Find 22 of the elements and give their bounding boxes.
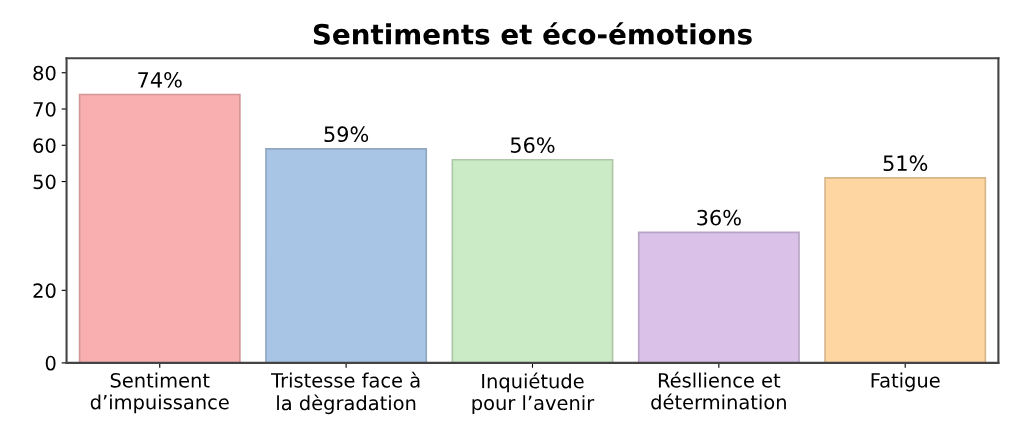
- x-tick-label: Résllience et détermination: [651, 371, 786, 410]
- x-tick-label: Inquiétude pour l’avenir: [472, 372, 595, 414]
- chart-title: Sentiments et éco-émotions: [313, 22, 752, 45]
- y-tick-label: 20: [33, 283, 56, 299]
- y-tick-label: 60: [33, 138, 56, 153]
- data-label: 51%: [883, 155, 928, 172]
- data-label: 59%: [324, 126, 369, 143]
- data-label: 36%: [697, 209, 741, 226]
- y-tick-label: 70: [33, 101, 56, 117]
- bar: [637, 231, 800, 363]
- y-tick-label: 80: [33, 65, 56, 81]
- x-tick-label: Sentiment d’impuissance: [90, 372, 229, 414]
- data-label: 56%: [510, 137, 555, 153]
- x-tick-label: Fatigue: [871, 372, 940, 392]
- bar: [451, 158, 614, 363]
- bar: [265, 148, 428, 363]
- data-label: 74%: [138, 71, 182, 88]
- y-tick-label: 50: [33, 174, 56, 190]
- y-tick-label: 0: [45, 355, 56, 371]
- bar: [78, 93, 241, 363]
- bar: [824, 177, 987, 363]
- x-tick-label: Tristesse face à la dègradation: [271, 371, 420, 415]
